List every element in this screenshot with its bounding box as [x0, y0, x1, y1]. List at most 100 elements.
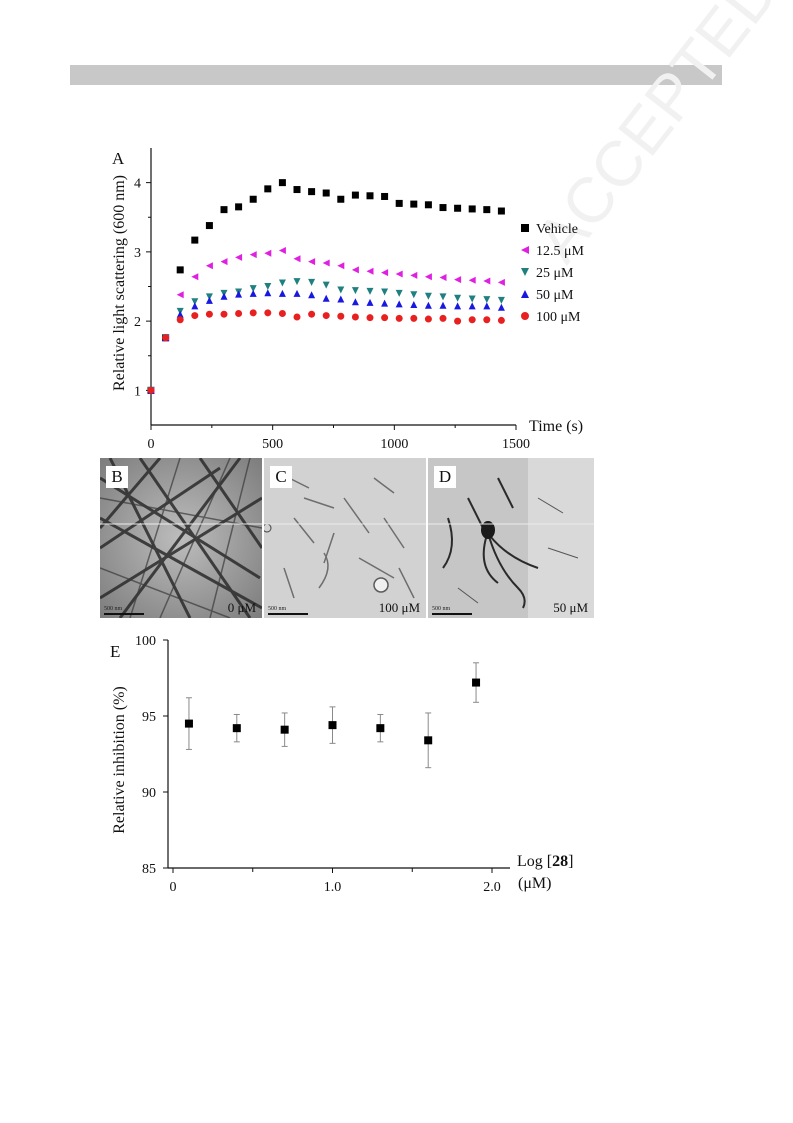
data-point: [328, 721, 337, 730]
data-point: [337, 286, 345, 294]
data-point: [322, 281, 330, 289]
micrograph-c: C 500 nm 100 μM: [264, 458, 426, 618]
data-point: [381, 269, 389, 277]
data-point: [454, 276, 462, 284]
data-point: [235, 253, 243, 261]
data-point: [497, 296, 505, 304]
legend-label: Vehicle: [536, 222, 578, 237]
data-point: [497, 303, 505, 311]
data-point: [366, 298, 374, 306]
data-point: [176, 310, 184, 318]
data-point: [381, 288, 389, 296]
data-point: [351, 298, 359, 306]
data-point: [205, 262, 213, 270]
data-point: [351, 287, 359, 295]
data-point: [351, 266, 359, 274]
data-point: [235, 203, 243, 211]
data-point: [176, 316, 184, 324]
data-point: [220, 292, 228, 300]
data-point: [278, 310, 286, 318]
data-point: [264, 289, 272, 297]
legend-marker: [521, 312, 529, 320]
data-point: [264, 309, 272, 317]
data-point: [483, 206, 491, 214]
data-point: [176, 291, 184, 299]
data-point: [249, 285, 257, 293]
data-point: [293, 186, 301, 194]
data-point: [472, 678, 481, 687]
data-point: [497, 316, 505, 324]
data-point: [424, 315, 432, 323]
data-point: [351, 191, 359, 199]
legend-label: 12.5 μM: [536, 244, 585, 259]
x-tick-label: 1.0: [324, 880, 342, 895]
x-tick-label: 500: [262, 437, 283, 452]
scale-text: 500 nm: [432, 606, 451, 612]
data-point: [497, 207, 505, 215]
x-axis-label-prefix: Log [: [517, 853, 552, 870]
data-point: [366, 192, 374, 200]
data-point: [278, 289, 286, 297]
data-point: [468, 276, 476, 284]
data-point: [381, 192, 389, 200]
data-point: [191, 312, 199, 320]
data-point: [278, 279, 286, 287]
data-point: [366, 267, 374, 275]
data-point: [249, 195, 257, 203]
data-point: [424, 273, 432, 281]
data-point: [293, 278, 301, 286]
data-point: [381, 299, 389, 307]
y-tick-label: 1: [134, 384, 141, 399]
header-bar: [70, 65, 722, 85]
legend-label: 50 μM: [536, 288, 574, 303]
data-point: [468, 316, 476, 324]
data-point: [308, 291, 316, 299]
data-point: [220, 310, 228, 318]
data-point: [235, 290, 243, 298]
data-point: [162, 334, 170, 342]
concentration-label: 100 μM: [378, 600, 420, 615]
data-point: [249, 309, 257, 317]
x-axis-label: Time (s): [529, 418, 583, 435]
data-point: [293, 289, 301, 297]
legend-marker: [521, 246, 529, 254]
data-point: [220, 206, 228, 214]
legend-marker: [521, 290, 529, 298]
x-axis-label-suffix: ]: [568, 853, 573, 870]
data-point: [184, 719, 193, 728]
data-point: [410, 291, 418, 299]
data-point: [395, 300, 403, 308]
data-point: [264, 185, 272, 193]
data-point: [337, 295, 345, 303]
data-point: [366, 287, 374, 295]
chart-a-light-scattering: A Relative light scattering (600 nm) Tim…: [111, 148, 585, 452]
data-point: [191, 298, 199, 306]
data-point: [232, 724, 241, 733]
data-point: [381, 314, 389, 322]
legend-label: 100 μM: [536, 310, 581, 325]
panel-label-d: D: [434, 466, 456, 488]
y-tick-label: 2: [134, 315, 141, 330]
x-tick-label: 1000: [380, 437, 408, 452]
data-point: [439, 293, 447, 301]
data-point: [176, 266, 184, 274]
data-point: [249, 251, 257, 259]
data-point: [376, 724, 385, 733]
scale-bar: [104, 613, 144, 615]
data-point: [280, 725, 289, 734]
micrograph-d: D 500 nm 50 μM: [428, 458, 594, 618]
data-point: [439, 314, 447, 322]
data-point: [205, 310, 213, 318]
data-point: [322, 259, 330, 267]
data-point: [205, 296, 213, 304]
data-point: [308, 310, 316, 318]
y-tick-label: 3: [134, 246, 141, 261]
data-point: [439, 204, 447, 212]
data-point: [454, 294, 462, 302]
data-point: [483, 302, 491, 310]
data-point: [395, 289, 403, 297]
data-point: [454, 302, 462, 310]
data-point: [410, 271, 418, 279]
data-point: [483, 296, 491, 304]
panel-label-a: A: [112, 149, 125, 168]
